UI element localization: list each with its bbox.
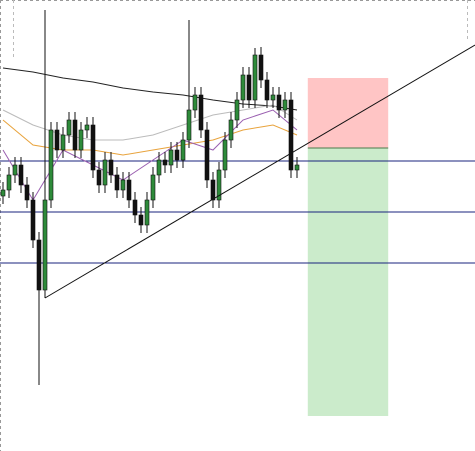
candle-body xyxy=(102,159,108,186)
candle-body xyxy=(192,94,198,111)
candle-body xyxy=(72,119,78,151)
candle-body xyxy=(96,169,102,186)
candle-body xyxy=(36,239,42,291)
candle-body xyxy=(294,164,300,171)
moving-average xyxy=(2,119,298,156)
candle-body xyxy=(54,129,60,151)
candle-body xyxy=(48,129,54,201)
candle-body xyxy=(60,134,66,151)
candle-body xyxy=(246,74,252,101)
stop-zone xyxy=(307,78,389,148)
candle-body xyxy=(210,179,216,201)
target-zone xyxy=(307,148,389,416)
candle-body xyxy=(198,94,204,131)
candle-body xyxy=(240,74,246,101)
candle-body xyxy=(216,169,222,201)
candle-body xyxy=(132,199,138,216)
moving-average xyxy=(2,67,298,111)
moving-average xyxy=(2,109,298,201)
candle-body xyxy=(0,189,6,197)
candle-body xyxy=(234,99,240,121)
moving-average xyxy=(2,104,298,141)
candle-body xyxy=(276,94,282,111)
trendline xyxy=(44,44,475,299)
candle-body xyxy=(120,179,126,191)
candle-body xyxy=(174,149,180,161)
candle-body xyxy=(24,184,30,201)
candle-body xyxy=(282,99,288,111)
candle-body xyxy=(30,199,36,241)
candle-body xyxy=(168,149,174,166)
candle-body xyxy=(108,159,114,176)
candle-body xyxy=(90,124,96,171)
candle-body xyxy=(228,119,234,141)
candle-body xyxy=(162,159,168,166)
candle-body xyxy=(264,79,270,101)
candle-body xyxy=(126,179,132,201)
candle-body xyxy=(6,174,12,191)
candle-body xyxy=(18,164,24,186)
candle-body xyxy=(288,99,294,171)
candle-body xyxy=(204,129,210,181)
candle-body xyxy=(180,139,186,161)
candle-body xyxy=(150,174,156,201)
candle-body xyxy=(12,164,18,176)
candle-body xyxy=(84,124,90,131)
candle-body xyxy=(42,199,48,291)
candle-body xyxy=(258,54,264,81)
candle-body xyxy=(252,54,258,101)
candle-body xyxy=(138,214,144,226)
candle-body xyxy=(66,119,72,136)
candle-body xyxy=(78,129,84,151)
candle-body xyxy=(114,174,120,191)
candle-body xyxy=(186,109,192,141)
candle-body xyxy=(144,199,150,226)
candle-body xyxy=(270,94,276,101)
candle-body xyxy=(222,139,228,171)
candle-body xyxy=(156,159,162,176)
